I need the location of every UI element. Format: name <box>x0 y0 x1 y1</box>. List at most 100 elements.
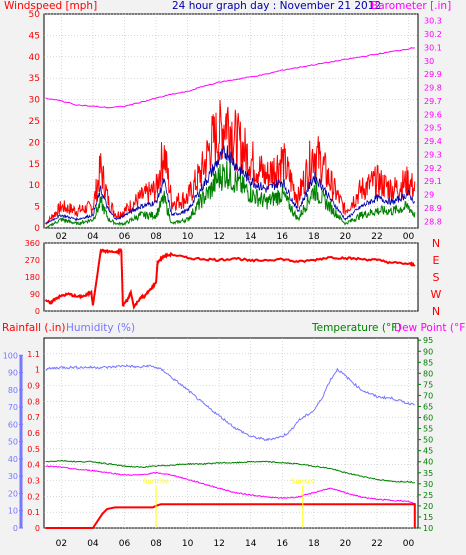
barometer-y-tick-label: 28.9 <box>424 204 442 213</box>
wind-x-tick-label: 20 <box>340 232 352 242</box>
sunset-marker-label: Sunset <box>291 478 315 486</box>
climate-x-tick-label: 08 <box>150 539 162 549</box>
temperature-y-tick-label: 35 <box>423 469 433 478</box>
wind-x-tick-label: 08 <box>150 232 162 242</box>
temperature-y-tick-label: 20 <box>423 502 433 511</box>
wind-y-tick-label: 30 <box>29 96 41 106</box>
barometer-y-tick-label: 29.7 <box>424 97 442 106</box>
wind-y-tick-label: 5 <box>34 203 40 213</box>
windspeed-gust-series <box>45 99 416 226</box>
climate-x-tick-label: 18 <box>308 539 320 549</box>
rainfall-y-tick-label: 0.7 <box>27 413 40 422</box>
wind-x-tick-label: 14 <box>245 232 257 242</box>
humidity-y-tick-label: 50 <box>8 438 18 447</box>
temperature-y-tick-label: 25 <box>423 491 433 500</box>
rainfall-y-tick-label: 0.5 <box>27 445 40 454</box>
wind-y-tick-label: 0 <box>34 224 40 234</box>
barometer-axis-title: Barometer [.in] <box>371 0 452 12</box>
direction-y-tick-label: 0 <box>35 307 40 316</box>
climate-x-tick-label: 14 <box>245 539 257 549</box>
barometer-y-tick-label: 29.4 <box>424 137 442 146</box>
climate-x-tick-label: 02 <box>56 539 67 549</box>
direction-y-tick-label: 360 <box>25 239 40 248</box>
wind-direction-series <box>44 247 416 310</box>
temperature-y-tick-label: 40 <box>423 458 433 467</box>
humidity-y-tick-label: 60 <box>8 420 18 429</box>
rainfall-y-tick-label: 1 <box>35 366 40 375</box>
compass-label: N <box>432 237 440 250</box>
humidity-series <box>45 364 415 442</box>
compass-label: E <box>433 254 440 267</box>
wind-y-tick-label: 20 <box>29 138 41 148</box>
rainfall-y-tick-label: 0.1 <box>27 508 40 517</box>
climate-x-tick-label: 00 <box>403 539 415 549</box>
humidity-y-tick-label: 100 <box>3 351 18 360</box>
wind-x-tick-label: 06 <box>119 232 131 242</box>
humidity-y-tick-label: 10 <box>8 507 18 516</box>
climate-x-tick-label: 10 <box>182 539 194 549</box>
rainfall-y-tick-label: 0.9 <box>27 382 40 391</box>
barometer-y-tick-label: 28.8 <box>424 217 442 226</box>
direction-y-tick-label: 270 <box>25 256 40 265</box>
humidity-y-tick-label: 20 <box>8 489 18 498</box>
wind-y-tick-label: 35 <box>29 74 40 84</box>
sunrise-marker-label: Sunrise <box>143 478 169 486</box>
barometer-y-tick-label: 30.1 <box>424 43 442 52</box>
dewpoint-axis-title: Dew Point (°F) <box>394 322 466 334</box>
humidity-y-tick-label: 30 <box>8 472 18 481</box>
barometer-y-tick-label: 29.9 <box>424 70 442 79</box>
temperature-y-tick-label: 90 <box>423 347 433 356</box>
direction-y-tick-label: 90 <box>30 290 40 299</box>
barometer-y-tick-label: 29.6 <box>424 110 442 119</box>
rainfall-y-tick-label: 0.4 <box>27 461 40 470</box>
temperature-y-tick-label: 50 <box>423 436 433 445</box>
barometer-y-tick-label: 29.3 <box>424 150 442 159</box>
wind-x-tick-label: 02 <box>56 232 67 242</box>
compass-label: N <box>432 305 440 318</box>
temperature-y-tick-label: 30 <box>423 480 433 489</box>
wind-x-tick-label: 10 <box>182 232 194 242</box>
humidity-axis-title: Humidity (%) <box>66 322 136 334</box>
rainfall-y-tick-label: 0.8 <box>27 397 40 406</box>
rainfall-y-tick-label: 0.3 <box>27 477 40 486</box>
barometer-y-tick-label: 29.8 <box>424 84 442 93</box>
wind-y-tick-label: 10 <box>29 181 41 191</box>
windspeed-average-series <box>45 144 416 225</box>
rainfall-y-tick-label: 0.2 <box>27 492 40 501</box>
climate-x-tick-label: 04 <box>87 539 99 549</box>
rainfall-y-tick-label: 0.6 <box>27 429 40 438</box>
barometer-y-tick-label: 29.2 <box>424 164 442 173</box>
wind-y-tick-label: 25 <box>29 117 40 127</box>
wind-y-tick-label: 40 <box>29 53 41 63</box>
barometer-y-tick-label: 29.1 <box>424 177 442 186</box>
rainfall-y-tick-label: 1.1 <box>27 350 40 359</box>
dew-point-series <box>45 465 415 504</box>
temperature-y-tick-label: 65 <box>423 402 433 411</box>
temperature-series <box>45 459 416 484</box>
temperature-y-tick-label: 80 <box>423 369 433 378</box>
graph-title: 24 hour graph day : November 21 2012 <box>172 0 382 12</box>
barometer-y-tick-label: 30.3 <box>424 17 442 26</box>
compass-label: S <box>433 271 440 284</box>
temperature-y-tick-label: 45 <box>423 447 433 456</box>
temperature-y-tick-label: 10 <box>423 524 433 533</box>
humidity-y-tick-label: 90 <box>8 369 18 378</box>
rainfall-y-tick-label: 0 <box>35 524 40 533</box>
direction-y-tick-label: 180 <box>25 273 40 282</box>
humidity-y-tick-label: 70 <box>8 403 18 412</box>
climate-x-tick-label: 12 <box>213 539 224 549</box>
temperature-y-tick-label: 15 <box>423 513 433 522</box>
wind-x-tick-label: 04 <box>87 232 99 242</box>
windspeed-axis-title: Windspeed [mph] <box>4 0 98 12</box>
humidity-y-tick-label: 80 <box>8 386 18 395</box>
wind-y-tick-label: 45 <box>29 31 40 41</box>
barometer-y-tick-label: 30.2 <box>424 30 442 39</box>
temperature-y-tick-label: 95 <box>423 336 433 345</box>
rainfall-series <box>45 503 416 529</box>
wind-x-tick-label: 22 <box>371 232 382 242</box>
temperature-y-tick-label: 60 <box>423 414 433 423</box>
temperature-y-tick-label: 70 <box>423 391 433 400</box>
wind-y-tick-label: 50 <box>29 10 41 20</box>
climate-x-tick-label: 20 <box>340 539 352 549</box>
